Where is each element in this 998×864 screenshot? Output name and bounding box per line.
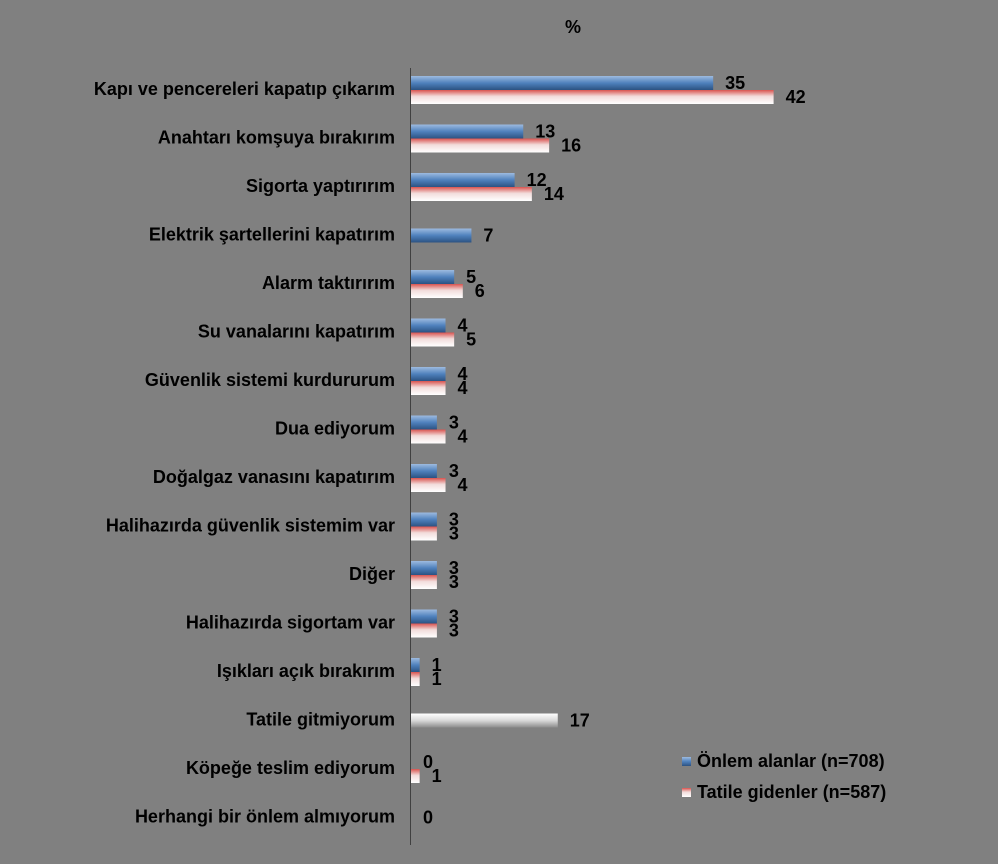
value-label: 13 [535, 121, 555, 141]
legend-label: Tatile gidenler (n=587) [697, 782, 886, 802]
category-label: Anahtarı komşuya bırakırım [158, 127, 395, 147]
category-label: Alarm taktırırım [262, 273, 395, 293]
category-label: Halihazırda güvenlik sistemim var [106, 515, 395, 535]
bar [411, 561, 437, 575]
bar [411, 367, 446, 381]
bar [411, 623, 437, 638]
bar [411, 173, 515, 187]
value-label: 17 [570, 710, 590, 730]
value-label: 7 [483, 225, 493, 245]
bar [411, 713, 558, 728]
category-label: Güvenlik sistemi kurdururum [145, 370, 395, 390]
bar [411, 228, 472, 243]
bar [411, 332, 455, 347]
value-label: 3 [449, 461, 459, 481]
value-label: 16 [561, 135, 581, 155]
category-label: Sigorta yaptırırım [246, 176, 395, 196]
category-label: Doğalgaz vanasını kapatırım [153, 467, 395, 487]
category-label: Işıkları açık bırakırım [217, 661, 395, 681]
value-label: 35 [725, 73, 745, 93]
bar [411, 187, 532, 201]
category-label: Köpeğe teslim ediyorum [186, 758, 395, 778]
bar [411, 575, 437, 589]
bar [411, 284, 463, 298]
value-label: 4 [458, 315, 468, 335]
legend-swatch [682, 757, 691, 766]
bar [411, 512, 437, 527]
bar [411, 429, 446, 444]
bar [411, 478, 446, 492]
bar [411, 90, 774, 104]
category-label: Halihazırda sigortam var [186, 612, 395, 632]
bar [411, 672, 420, 686]
value-label: 5 [466, 267, 476, 287]
category-label: Tatile gitmiyorum [246, 709, 395, 729]
category-label: Elektrik şartellerini kapatırım [149, 224, 395, 244]
bar [411, 769, 420, 783]
legend-swatch [682, 788, 691, 797]
category-label: Kapı ve pencereleri kapatıp çıkarım [94, 79, 395, 99]
value-label: 5 [466, 329, 476, 349]
value-label: 4 [458, 426, 468, 446]
bar [411, 464, 437, 478]
bar [411, 415, 437, 430]
bar [411, 609, 437, 624]
chart-title: % [565, 17, 581, 37]
value-label: 3 [449, 620, 459, 640]
bar [411, 138, 550, 153]
value-label: 3 [449, 558, 459, 578]
bar [411, 124, 524, 139]
value-label: 3 [449, 606, 459, 626]
value-label: 1 [432, 655, 442, 675]
value-label: 3 [449, 523, 459, 543]
value-label: 0 [423, 807, 433, 827]
bar [411, 318, 446, 333]
bar [411, 526, 437, 541]
value-label: 3 [449, 412, 459, 432]
value-label: 6 [475, 281, 485, 301]
value-label: 4 [458, 364, 468, 384]
bar [411, 381, 446, 395]
value-label: 0 [423, 752, 433, 772]
value-label: 4 [458, 475, 468, 495]
bar [411, 658, 420, 672]
category-label: Herhangi bir önlem almıyorum [135, 806, 395, 826]
value-label: 42 [786, 87, 806, 107]
value-label: 1 [432, 669, 442, 689]
category-label: Dua ediyorum [275, 418, 395, 438]
value-label: 14 [544, 184, 564, 204]
legend-label: Önlem alanlar (n=708) [697, 751, 885, 771]
value-label: 3 [449, 572, 459, 592]
value-label: 1 [432, 766, 442, 786]
bar [411, 76, 714, 90]
category-label: Diğer [349, 564, 395, 584]
bar [411, 270, 455, 284]
value-label: 3 [449, 509, 459, 529]
category-label: Su vanalarını kapatırım [198, 321, 395, 341]
value-label: 12 [527, 170, 547, 190]
value-label: 4 [458, 378, 468, 398]
